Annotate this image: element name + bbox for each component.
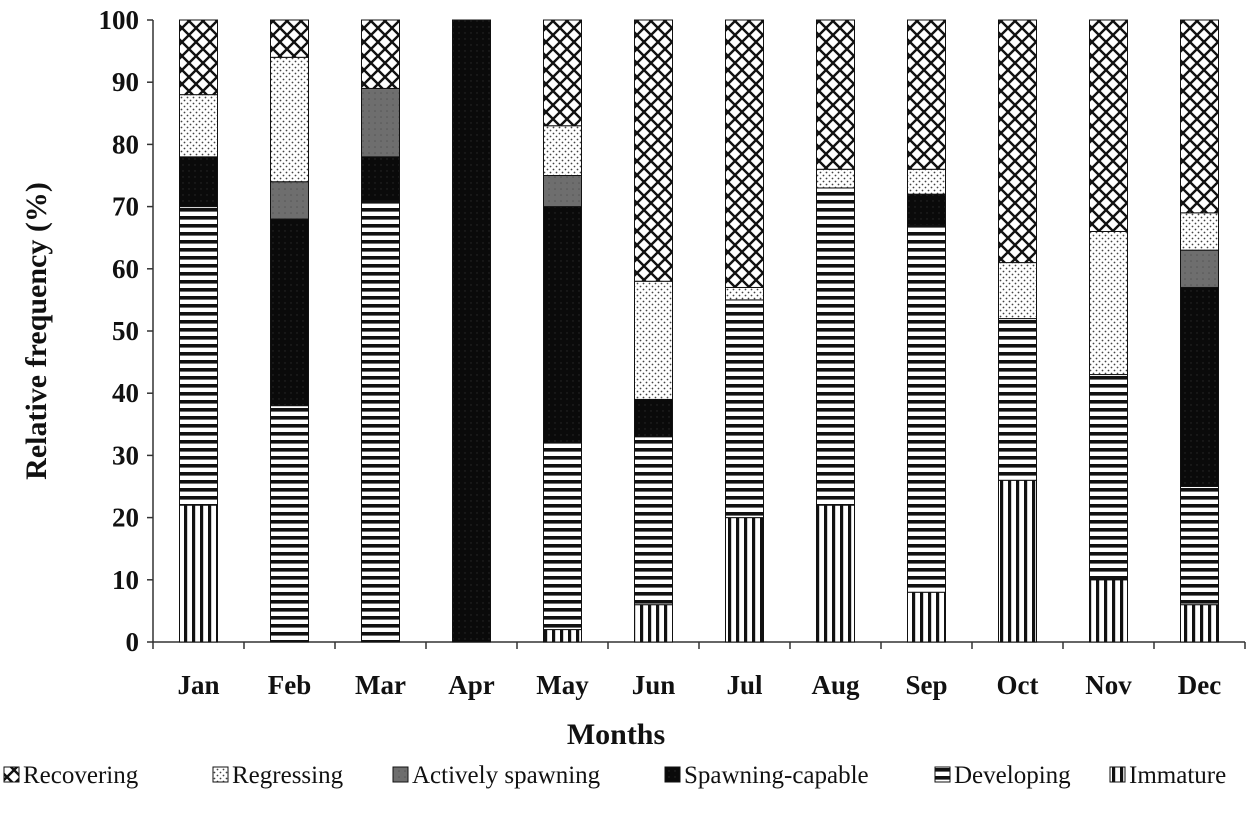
y-tick-label: 70 (112, 192, 139, 222)
x-tick-label: Apr (448, 670, 495, 700)
bar-segment-may-recovering (543, 19, 582, 127)
bar-segment-feb-recovering (270, 19, 309, 58)
axes (147, 19, 1246, 649)
bar-segment-apr-spawning-capable (452, 19, 491, 643)
legend-swatch-immature (1109, 766, 1126, 783)
bar-segment-oct-immature (998, 479, 1037, 643)
bar-segment-dec-recovering (1180, 19, 1219, 214)
bar-segment-sep-immature (907, 591, 946, 643)
bar-segment-jan-spawning-capable (179, 156, 218, 208)
x-tick-label: Jan (177, 670, 219, 700)
bar-segment-dec-immature (1180, 604, 1219, 643)
bar-segment-sep-recovering (907, 19, 946, 170)
y-tick-label: 10 (112, 565, 139, 595)
bar-segment-aug-regressing (816, 168, 855, 189)
legend-swatch-recovering (3, 766, 20, 783)
y-tick-label: 90 (112, 67, 139, 97)
bar-segment-feb-developing (270, 405, 309, 643)
bar-segment-dec-regressing (1180, 212, 1219, 251)
bar-segment-may-actively-spawning (543, 175, 582, 208)
bar-segment-sep-regressing (907, 168, 946, 195)
x-tick-label: May (536, 670, 589, 700)
y-tick-label: 20 (112, 503, 139, 533)
x-tick-label: Jul (726, 670, 763, 700)
bar-segment-jun-spawning-capable (634, 398, 673, 438)
bar-segment-may-immature (543, 629, 582, 643)
legend-swatch-developing (934, 766, 951, 783)
legend-swatch-spawning-capable (664, 766, 681, 783)
bar-segment-sep-spawning-capable (907, 193, 946, 226)
bar-segment-mar-recovering (361, 19, 400, 89)
x-tick-label: Jun (632, 670, 676, 700)
bar-segment-nov-developing (1089, 374, 1128, 581)
y-axis-title: Relative frequency (%) (20, 182, 53, 480)
legend-label-spawning-capable: Spawning-capable (684, 762, 869, 789)
bar-segment-mar-actively-spawning (361, 87, 400, 158)
bar-segment-jul-regressing (725, 286, 764, 301)
bar-segment-jan-developing (179, 206, 218, 506)
bar-segment-oct-developing (998, 318, 1037, 481)
bar-segment-feb-regressing (270, 56, 309, 183)
bar-segment-jan-recovering (179, 19, 218, 96)
x-tick-label: Feb (268, 670, 312, 700)
bar-segment-sep-developing (907, 224, 946, 593)
bar-segment-aug-developing (816, 187, 855, 506)
bar-segment-feb-spawning-capable (270, 218, 309, 407)
bar-segment-nov-immature (1089, 579, 1128, 643)
bar-segment-mar-spawning-capable (361, 156, 400, 201)
bar-segment-dec-developing (1180, 486, 1219, 606)
bar-segment-jan-immature (179, 504, 218, 643)
legend-swatch-actively-spawning (392, 766, 409, 783)
x-tick-label: Dec (1178, 670, 1221, 700)
x-tick-label: Aug (811, 670, 860, 700)
y-tick-label: 60 (112, 254, 139, 284)
legend-label-immature: Immature (1129, 762, 1226, 789)
x-tick-label: Sep (905, 670, 947, 700)
legend-label-recovering: Recovering (23, 762, 139, 789)
bar-segment-may-developing (543, 442, 582, 631)
legend-label-actively-spawning: Actively spawning (412, 762, 601, 789)
bar-segment-feb-actively-spawning (270, 181, 309, 220)
bar-segment-jun-regressing (634, 280, 673, 400)
y-tick-label: 0 (126, 627, 140, 657)
bar-segment-oct-recovering (998, 19, 1037, 264)
bar-segment-jan-regressing (179, 94, 218, 158)
bar-segment-jul-immature (725, 517, 764, 643)
bar-segment-dec-actively-spawning (1180, 249, 1219, 288)
labels: 0 10 20 30 40 50 60 70 80 90 100 Jan Feb Mar Apr May Jun… (20, 5, 1221, 751)
bar-segment-mar-developing (361, 199, 400, 643)
bar-segment-nov-recovering (1089, 19, 1128, 232)
bar-segment-may-spawning-capable (543, 206, 582, 444)
bar-segment-jun-developing (634, 436, 673, 606)
bar-segment-jul-developing (725, 299, 764, 519)
x-tick-label: Nov (1085, 670, 1132, 700)
y-tick-label: 80 (112, 129, 139, 159)
legend-label-regressing: Regressing (232, 762, 344, 789)
legend-label-developing: Developing (954, 762, 1071, 789)
x-axis-title: Months (567, 718, 665, 751)
bars (179, 19, 1219, 643)
legend-swatch-regressing (212, 766, 229, 783)
bar-segment-aug-immature (816, 504, 855, 643)
x-tick-label: Mar (355, 670, 406, 700)
y-tick-label: 30 (112, 440, 139, 470)
bar-segment-jun-recovering (634, 19, 673, 282)
bar-segment-aug-recovering (816, 19, 855, 170)
bar-segment-may-regressing (543, 125, 582, 176)
bar-segment-oct-regressing (998, 262, 1037, 320)
bar-segment-jun-immature (634, 604, 673, 643)
y-tick-label: 50 (112, 316, 139, 346)
bar-segment-nov-regressing (1089, 230, 1128, 376)
y-tick-label: 100 (99, 5, 140, 35)
legend: Recovering Regressing Actively spawning Spa… (3, 762, 1226, 789)
x-tick-label: Oct (997, 670, 1039, 700)
bar-segment-jul-recovering (725, 19, 764, 288)
bar-segment-dec-spawning-capable (1180, 286, 1219, 487)
y-tick-label: 40 (112, 378, 139, 408)
